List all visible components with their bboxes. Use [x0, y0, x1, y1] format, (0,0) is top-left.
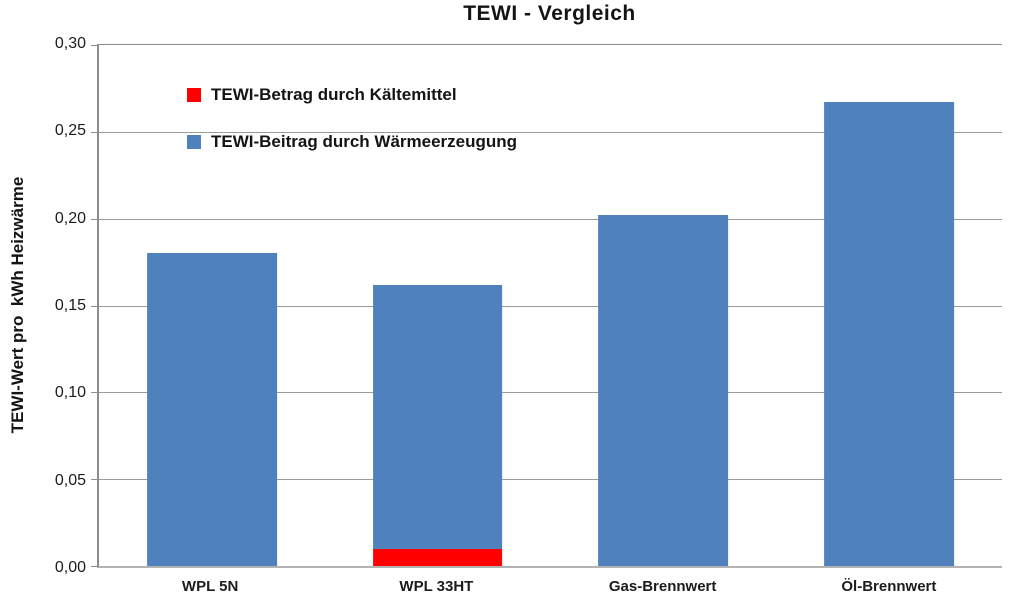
legend-label: TEWI-Beitrag durch Wärmeerzeugung	[211, 132, 518, 151]
y-tick-label: 0,25	[54, 122, 86, 140]
legend-swatch-icon	[187, 88, 201, 102]
gridline	[99, 131, 1002, 133]
y-axis-tick-mark	[91, 566, 97, 567]
gridline	[99, 218, 1002, 220]
y-tick-label: 0,15	[54, 297, 86, 314]
y-axis-tick-mark	[91, 131, 97, 133]
legend-item: TEWI-Beitrag durch Wärmeerzeugung	[187, 132, 517, 152]
x-axis-category-labels: WPL 5N WPL 33HT Gas-Brennwert Öl-Brennwert	[97, 578, 1002, 595]
y-axis-tick-mark	[91, 45, 97, 46]
y-tick-label: 0,05	[54, 471, 86, 489]
y-tick-label: 0,10	[54, 384, 86, 402]
bar-segment	[372, 284, 503, 549]
legend-swatch-icon	[187, 135, 201, 149]
y-tick-label: 0,20	[54, 209, 86, 227]
bars-container	[99, 45, 1002, 566]
y-axis-tick-mark	[91, 479, 97, 481]
gridline	[99, 305, 1002, 307]
x-category-label: Öl-Brennwert	[841, 578, 937, 595]
legend-item: TEWI-Betrag durch Kältemittel	[187, 85, 517, 105]
x-category-label: WPL 5N	[181, 578, 239, 595]
gridline	[99, 479, 1002, 481]
bar-segment	[146, 253, 277, 566]
legend: TEWI-Betrag durch Kältemittel TEWI-Beitra…	[187, 85, 517, 179]
y-axis-tick-mark	[91, 218, 97, 220]
legend-label: TEWI-Betrag durch Kältemittel	[211, 85, 457, 104]
bar-category-1	[99, 45, 325, 566]
y-tick-label: 0,30	[54, 35, 86, 52]
bar-category-3	[551, 45, 777, 566]
x-category-label: Gas-Brennwert	[608, 578, 717, 595]
bar-stack	[824, 102, 955, 566]
y-tick-label: 0,00	[54, 559, 86, 576]
bar-category-2	[325, 45, 551, 566]
chart-title: TEWI - Vergleich	[463, 2, 636, 25]
gridline	[99, 392, 1002, 394]
y-axis-tick-mark	[91, 305, 97, 307]
y-axis-tick-labels: 0,00 0,05 0,10 0,15 0,20 0,25 0,30	[0, 35, 86, 576]
bar-stack	[598, 215, 729, 566]
plot-area: TEWI-Betrag durch Kältemittel TEWI-Beitra…	[91, 44, 1002, 568]
bar-segment	[824, 102, 955, 566]
bar-stack	[146, 253, 277, 566]
bar-category-4	[776, 45, 1002, 566]
x-category-label: WPL 33HT	[399, 578, 474, 595]
bar-segment	[372, 548, 503, 566]
y-axis-tick-mark	[91, 392, 97, 394]
bar-segment	[598, 215, 729, 566]
bar-stack	[372, 284, 503, 566]
